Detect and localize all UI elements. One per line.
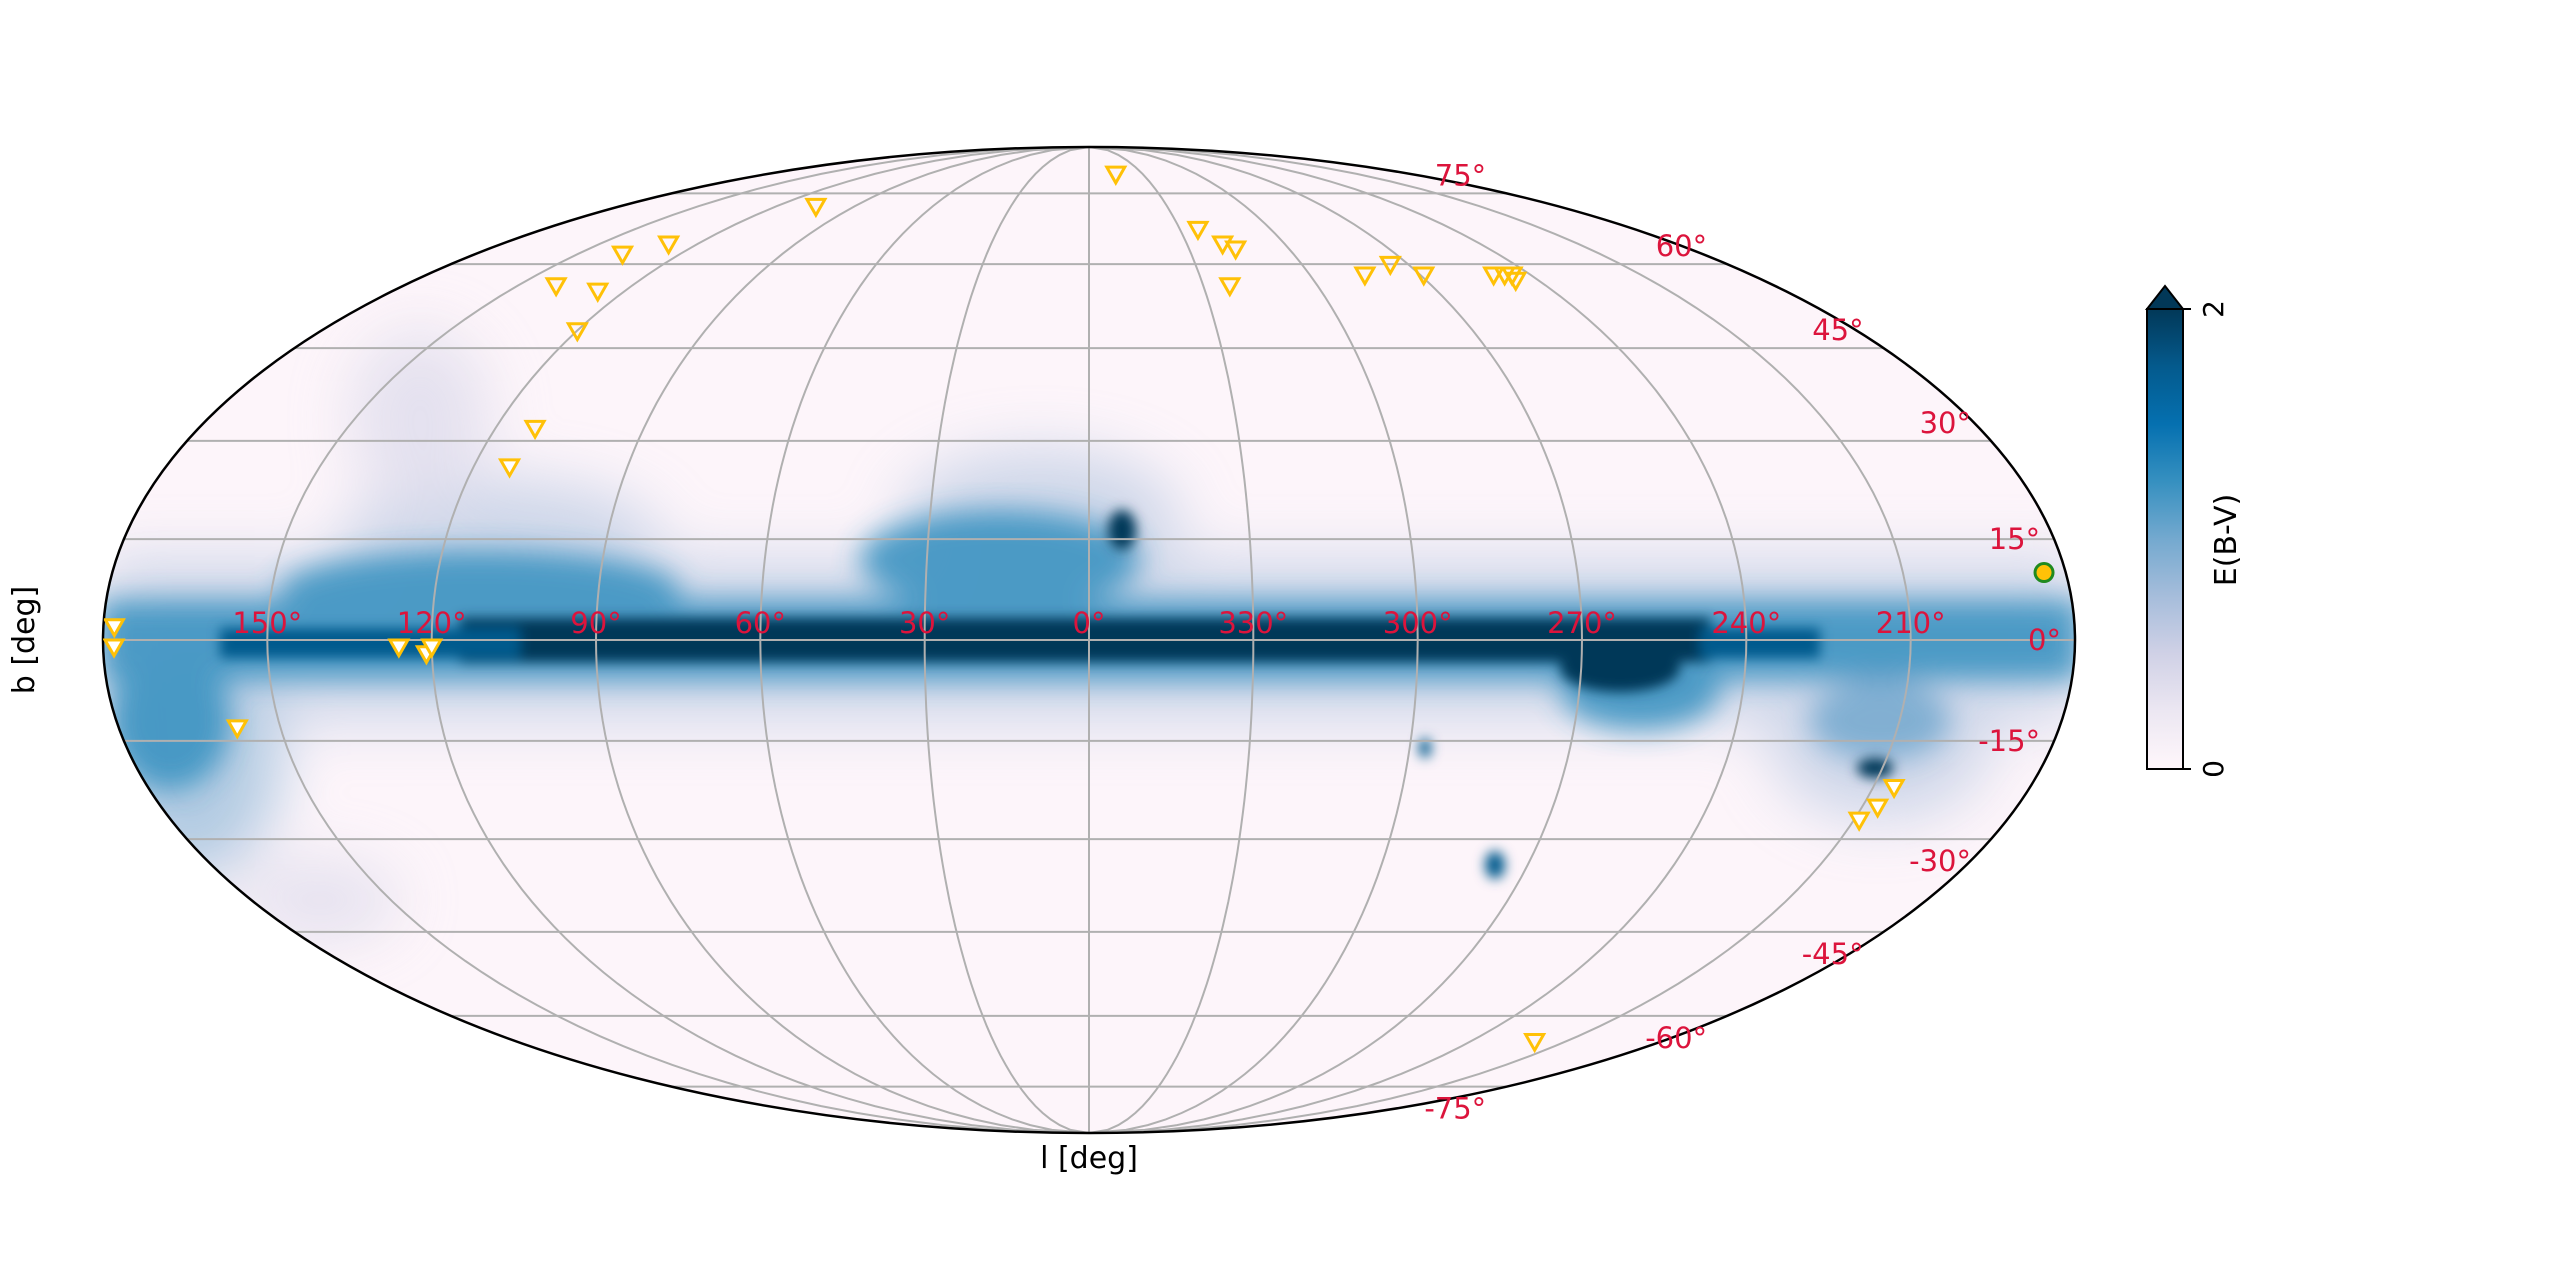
longitude-gridline: [594, 147, 1090, 1133]
triangle-marker: [225, 719, 249, 740]
latitude-tick-label: 75°: [1435, 158, 1486, 192]
triangle-marker: [1882, 779, 1906, 800]
longitude-gridline: [1088, 147, 1748, 1133]
longitude-tick-label: 210°: [1876, 606, 1946, 640]
latitude-tick-label: -60°: [1645, 1021, 1707, 1055]
triangle-marker: [1412, 266, 1436, 287]
colorbar-label: E(B-V): [2209, 494, 2244, 587]
longitude-tick-label: 30°: [899, 606, 950, 640]
latitude-tick-label: -45°: [1802, 937, 1864, 971]
triangle-marker: [1482, 266, 1506, 287]
triangle-marker: [586, 282, 610, 303]
circle-marker: [2033, 562, 2055, 584]
longitude-tick-label: 270°: [1547, 606, 1617, 640]
triangle-marker: [1224, 240, 1248, 261]
triangle-marker: [1378, 255, 1402, 277]
longitude-tick-label: 0°: [1073, 606, 1106, 640]
triangle-marker: [420, 638, 444, 659]
longitude-gridline: [1088, 147, 1584, 1133]
source-markers: [103, 165, 2055, 1054]
latitude-tick-label: 45°: [1812, 313, 1863, 347]
triangle-marker: [610, 245, 635, 266]
latitude-tick-label: 60°: [1656, 229, 1707, 263]
longitude-gridline: [923, 147, 1090, 1133]
triangle-marker: [103, 618, 126, 639]
longitude-tick-label: 300°: [1383, 606, 1453, 640]
longitude-tick-label: 60°: [735, 606, 786, 640]
triangle-marker: [497, 458, 522, 479]
triangle-marker: [657, 235, 681, 256]
latitude-tick-label: -75°: [1424, 1092, 1486, 1126]
triangle-marker: [565, 322, 589, 343]
latitude-tick-label: 0°: [2028, 623, 2061, 657]
longitude-tick-label: 240°: [1711, 606, 1781, 640]
latitude-tick-label: 30°: [1920, 406, 1971, 440]
longitude-tick-label: 120°: [397, 606, 467, 640]
colorbar-tick-min: 0: [2197, 760, 2230, 778]
triangle-marker: [1866, 798, 1890, 819]
triangle-marker: [1500, 266, 1524, 287]
x-axis-label: l [deg]: [1040, 1141, 1138, 1176]
latitude-tick-label: -15°: [1978, 724, 2040, 758]
triangle-marker: [1353, 266, 1377, 287]
colorbar-gradient: [2146, 308, 2184, 770]
longitude-gridline: [1088, 147, 1419, 1133]
colorbar-tick-max: 2: [2197, 300, 2230, 318]
triangle-marker: [1523, 1032, 1547, 1054]
longitude-tick-labels: 150° 120° 90° 60° 30° 0° 330° 300° 270° 240° 210°: [232, 606, 1945, 640]
triangle-marker: [1104, 165, 1128, 186]
colorbar-extend-arrow-icon: [2144, 284, 2186, 310]
y-axis-label: b [deg]: [7, 586, 42, 695]
longitude-tick-label: 90°: [570, 606, 621, 640]
latitude-tick-labels: 75° 60° 45° 30° 15° 0° -15° -30° -45° -60° -75°: [1424, 158, 2061, 1125]
longitude-gridline: [759, 147, 1090, 1133]
longitude-gridline: [266, 147, 1090, 1133]
triangle-marker: [804, 197, 828, 219]
triangle-marker: [103, 638, 126, 659]
triangle-marker: [1186, 220, 1210, 242]
triangle-marker: [523, 419, 547, 441]
triangle-marker: [387, 638, 411, 659]
longitude-gridline: [1088, 147, 1255, 1133]
longitude-gridline: [1088, 147, 1912, 1133]
latitude-tick-label: -30°: [1909, 844, 1971, 878]
sky-boundary: [101, 145, 2077, 1135]
triangle-marker: [1847, 811, 1871, 832]
triangle-marker: [544, 277, 568, 298]
longitude-tick-label: 330°: [1218, 606, 1288, 640]
longitude-tick-label: 150°: [232, 606, 302, 640]
triangle-marker: [1218, 277, 1242, 298]
latitude-tick-label: 15°: [1989, 522, 2040, 556]
colorbar: 2 0 E(B-V): [2144, 284, 2244, 778]
